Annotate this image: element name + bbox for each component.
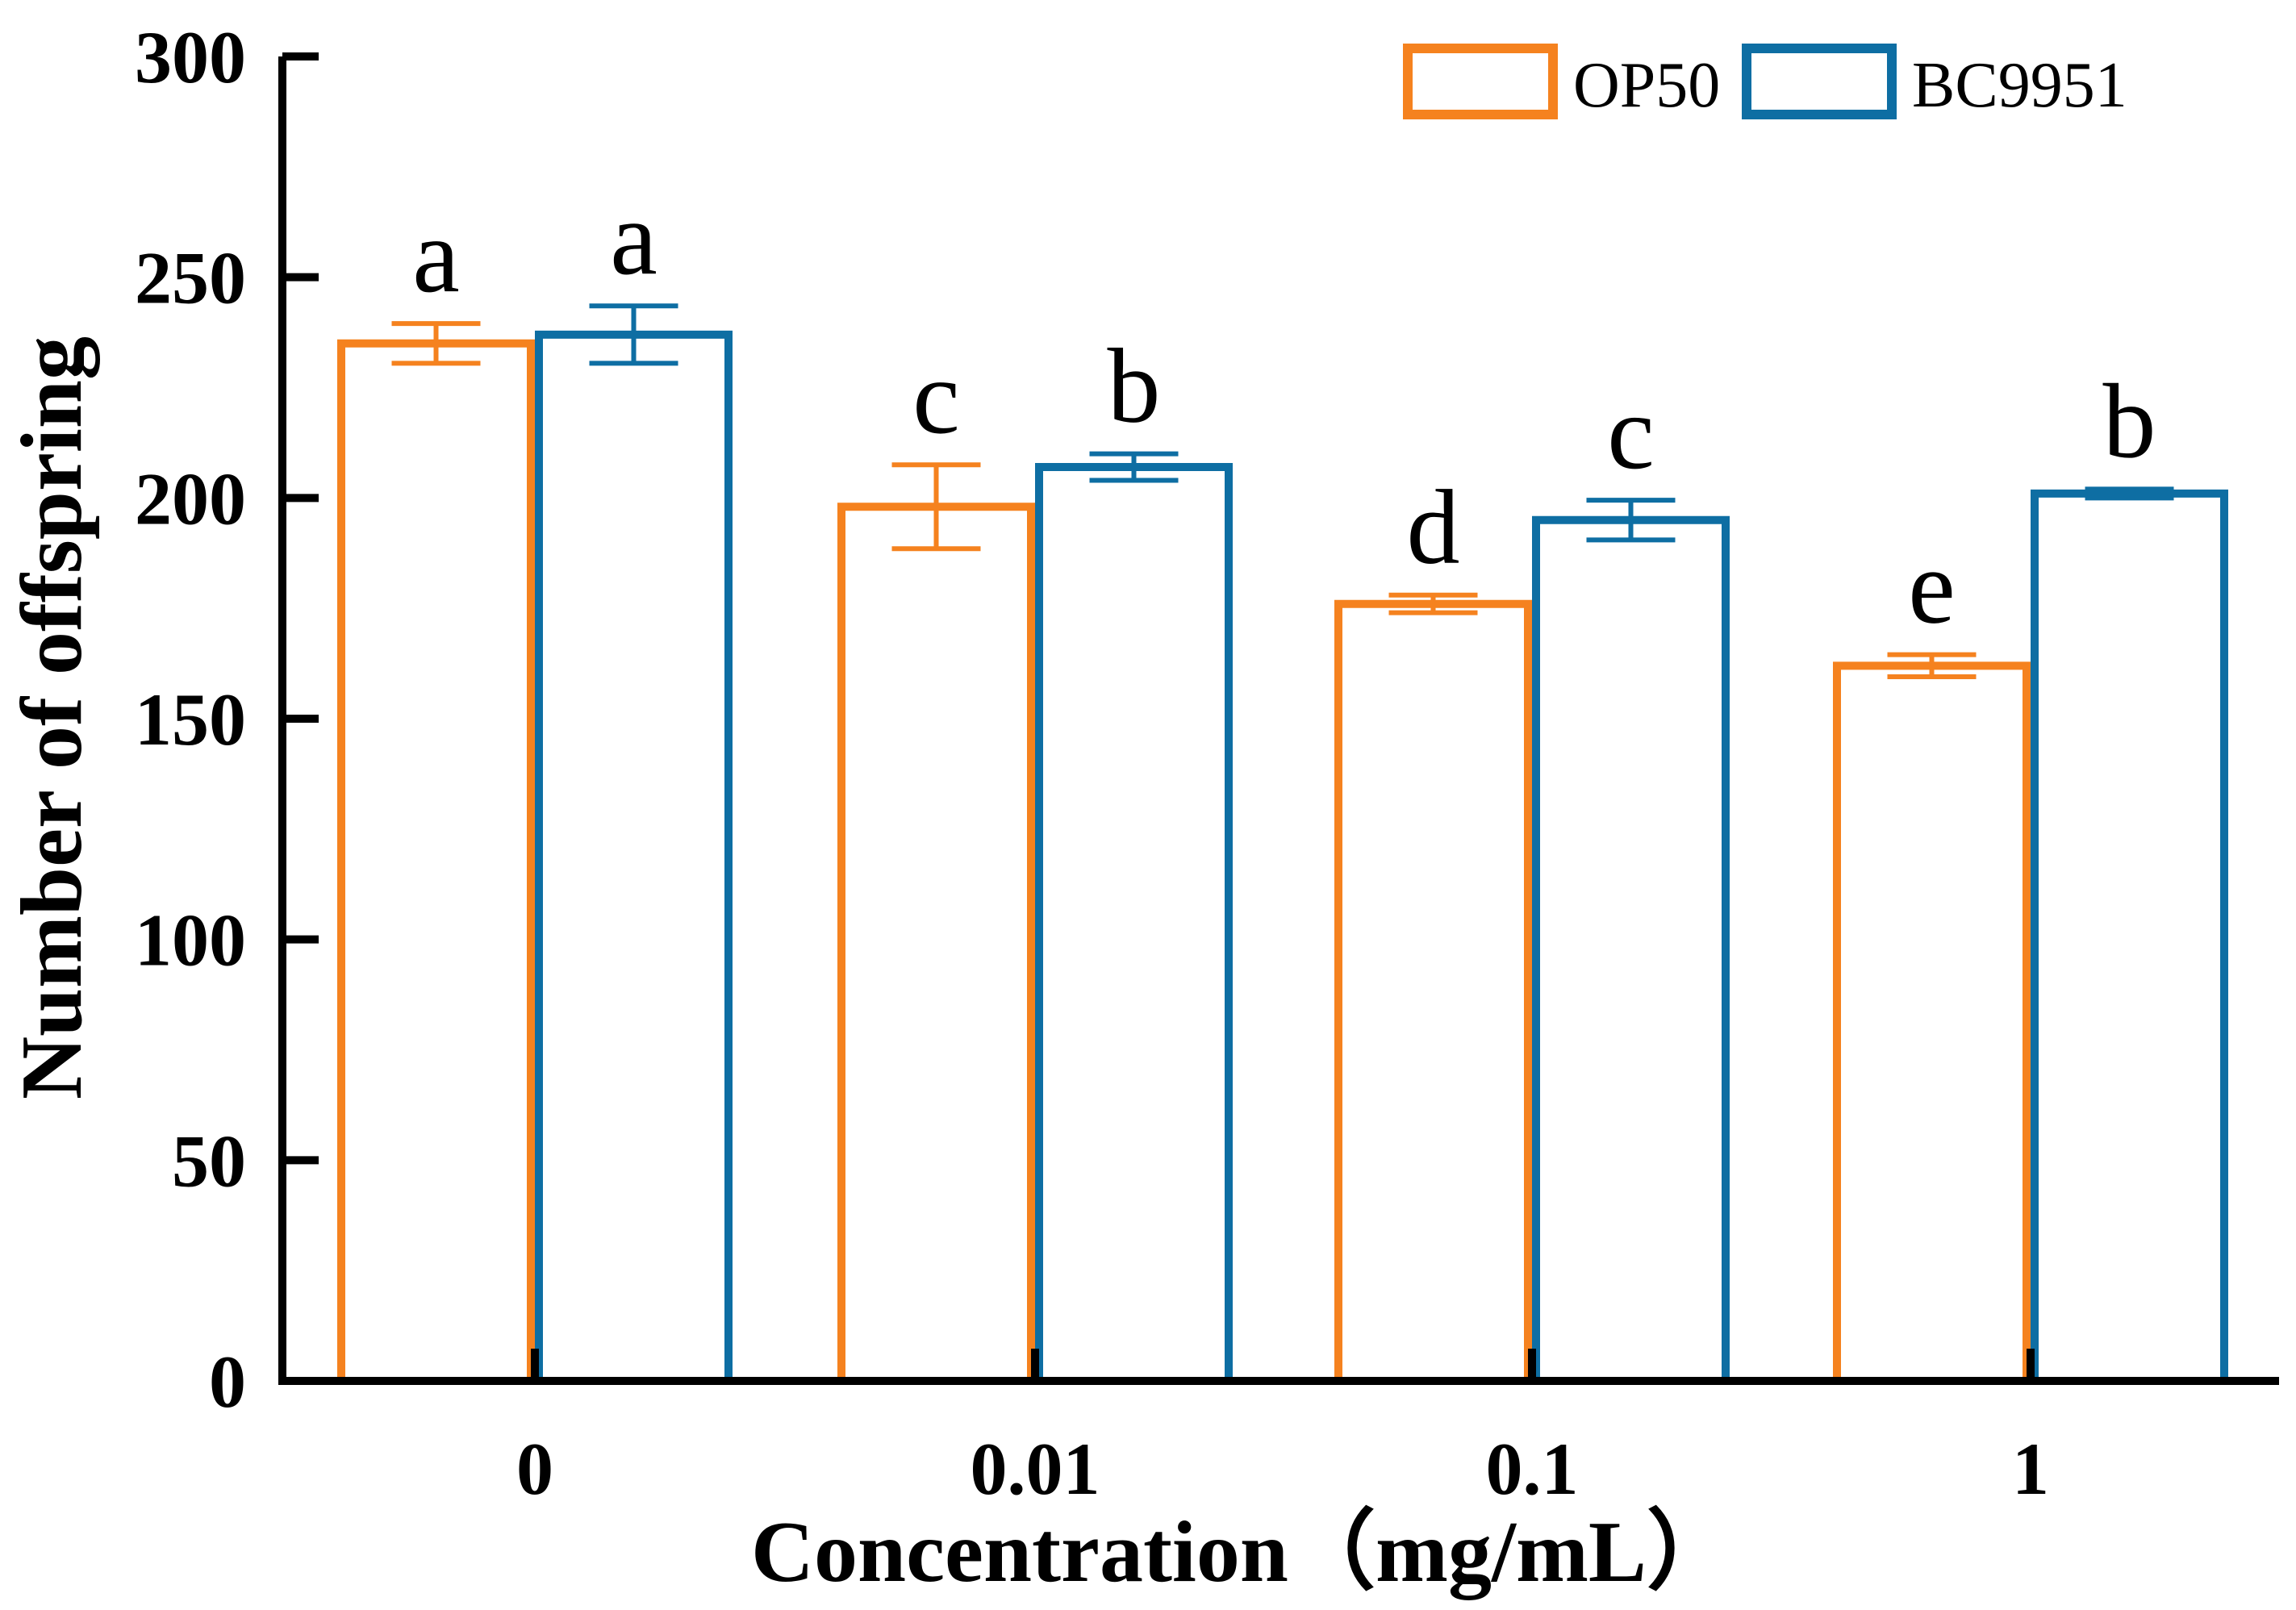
x-tick-label-1: 1 (2012, 1428, 2049, 1510)
x-axis-title: Concentration（mg/mL） (751, 1504, 1734, 1600)
sig-letter-op50-0.01: c (912, 337, 960, 456)
sig-letter-bc9951-0: a (610, 178, 657, 297)
bar-op50-0.01 (837, 503, 1035, 1381)
y-tick-label-200: 200 (135, 457, 246, 540)
bar-op50-0.1 (1334, 599, 1532, 1381)
y-tick-label-0: 0 (209, 1341, 246, 1423)
legend-label-bc9951: BC9951 (1912, 50, 2127, 121)
axes-layer (278, 52, 2279, 1385)
x-tick-label-0: 0 (516, 1428, 553, 1510)
sig-letter-op50-1: e (1908, 528, 1956, 646)
bar-bc9951-1 (2031, 489, 2228, 1381)
bar-bc9951-0 (535, 330, 733, 1381)
sig-letter-bc9951-1: b (2103, 361, 2156, 480)
sig-letter-bc9951-0.1: c (1607, 373, 1655, 491)
y-tick-label-150: 150 (135, 678, 246, 761)
sig-letter-op50-0.1: d (1407, 468, 1460, 586)
legend-label-op50: OP50 (1573, 50, 1720, 121)
y-tick-label-100: 100 (135, 899, 246, 982)
y-axis-title: Number of offspring (4, 336, 100, 1099)
y-tick-label-250: 250 (135, 237, 246, 319)
bar-op50-0 (337, 339, 535, 1381)
bar-op50-1 (1833, 661, 2031, 1381)
y-tick-label-50: 50 (172, 1120, 246, 1202)
sig-letter-op50-0: a (412, 196, 460, 315)
legend-swatch-bc9951 (1742, 44, 1897, 119)
y-tick-label-300: 300 (135, 16, 246, 98)
sig-letter-bc9951-0.01: b (1108, 327, 1161, 445)
labels-layer: a c d e a b c b 0 50 100 150 200 250 300 0 0.01 0.1 1 Conce… (4, 16, 2156, 1600)
legend-swatch-op50 (1403, 44, 1558, 119)
bars-layer (337, 303, 2228, 1381)
bar-bc9951-0.1 (1532, 515, 1730, 1381)
x-tick-label-0.01: 0.01 (971, 1428, 1100, 1510)
bar-bc9951-0.01 (1035, 463, 1233, 1381)
legend: OP50 BC9951 (1403, 44, 2127, 121)
x-tick-label-0.1: 0.1 (1486, 1428, 1579, 1510)
